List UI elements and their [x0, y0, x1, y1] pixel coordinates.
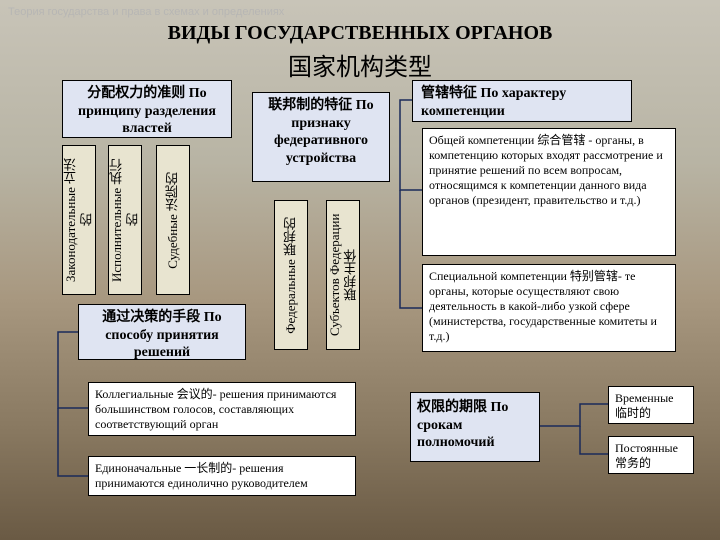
watermark-text: Теория государства и права в схемах и оп… [8, 6, 284, 18]
title-ru: ВИДЫ ГОСУДАРСТВЕННЫХ ОРГАНОВ [0, 22, 720, 45]
col1-header: 分配权力的准则 По принципу разделения властей [62, 80, 232, 138]
col3-header: 管辖特征 По характеру компетенции [412, 80, 632, 122]
col1-item-executive-label: Исполнительные 执行的 [109, 152, 142, 288]
col1-sub-item-collegial: Коллегиальные 会议的- решения принимаются б… [88, 382, 356, 436]
col3-item-general: Общей компетенции 综合管辖 - органы, в компе… [422, 128, 676, 256]
col1-item-executive: Исполнительные 执行的 [108, 145, 142, 295]
title-zh: 国家机构类型 [0, 47, 720, 82]
col2-item-subjects-label: Субъектов Федерации 联邦主体 [327, 207, 360, 343]
col1-item-judicial: Судебные 法院的 [156, 145, 190, 295]
col3-sub-header: 权限的期限 По срокам полномочий [410, 392, 540, 462]
col1-item-judicial-label: Судебные 法院的 [165, 172, 181, 269]
col2-item-subjects: Субъектов Федерации 联邦主体 [326, 200, 360, 350]
col1-item-legislative: Законодательные 立法的 [62, 145, 96, 295]
col2-header: 联邦制的特征 По признаку федеративного устройс… [252, 92, 390, 182]
col3-item-special: Специальной компетенции 特别管辖- те органы,… [422, 264, 676, 352]
col3-sub-item-permanent: Постоянные 常务的 [608, 436, 694, 474]
col2-item-federal-label: Федеральные 联邦的 [283, 217, 299, 334]
col2-item-federal: Федеральные 联邦的 [274, 200, 308, 350]
col1-item-legislative-label: Законодательные 立法的 [63, 152, 96, 288]
col3-sub-item-temporary: Временные 临时的 [608, 386, 694, 424]
col1-sub-header: 通过决策的手段 По способу принятия решений [78, 304, 246, 360]
col1-sub-item-unitary: Единоначальные 一长制的- решения принимаются… [88, 456, 356, 496]
